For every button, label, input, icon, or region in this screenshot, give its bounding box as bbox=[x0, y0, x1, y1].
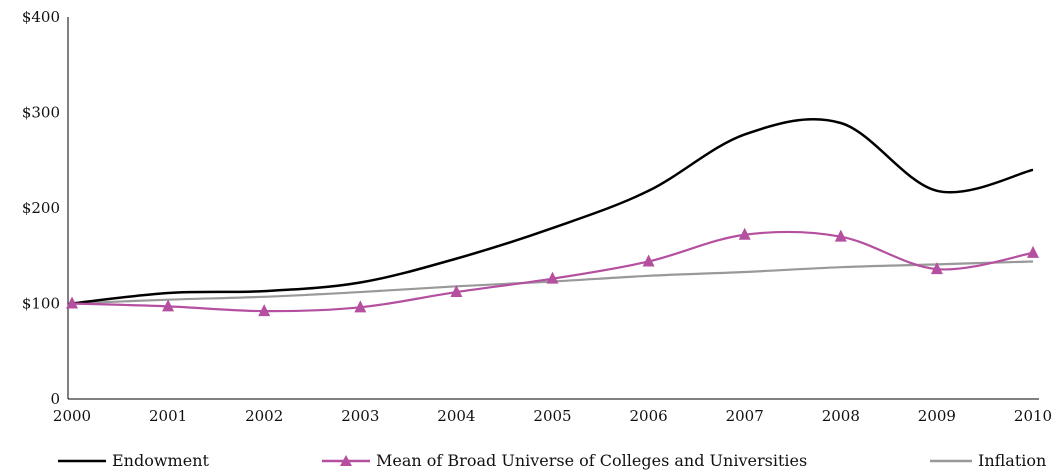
data-point-marker bbox=[162, 299, 175, 312]
x-tick-label: 2007 bbox=[726, 407, 764, 425]
x-tick-label: 2008 bbox=[822, 407, 860, 425]
data-point-marker bbox=[450, 285, 463, 298]
data-point-marker bbox=[738, 227, 751, 240]
y-tick-label: $100 bbox=[22, 295, 60, 313]
data-point-marker bbox=[354, 300, 367, 313]
series-layer bbox=[66, 117, 1039, 317]
axes bbox=[67, 17, 1039, 400]
legend-swatch-endowment bbox=[58, 459, 106, 462]
x-tick-label: 2010 bbox=[1014, 407, 1052, 425]
legend-label-inflation: Inflation bbox=[978, 451, 1047, 470]
y-tick-label: $400 bbox=[22, 8, 60, 26]
legend-item-endowment: Endowment bbox=[58, 450, 209, 471]
x-tick-label: 2000 bbox=[53, 407, 91, 425]
data-point-marker bbox=[258, 304, 271, 317]
x-tick-label: 2002 bbox=[245, 407, 283, 425]
y-tick-label: $200 bbox=[22, 199, 60, 217]
legend-item-mean: Mean of Broad Universe of Colleges and U… bbox=[322, 450, 807, 471]
x-tick-label: 2005 bbox=[533, 407, 571, 425]
legend-swatch-mean bbox=[322, 454, 370, 466]
data-point-marker bbox=[930, 262, 943, 275]
y-tick-label: 0 bbox=[50, 390, 60, 408]
legend-swatch-inflation bbox=[930, 459, 972, 462]
tick-labels: 0 $100 $200 $300 $400 2000 2001 2002 2003 2004 200… bbox=[22, 8, 1052, 425]
legend-label-endowment: Endowment bbox=[112, 451, 209, 470]
x-tick-label: 2004 bbox=[437, 407, 475, 425]
x-tick-label: 2006 bbox=[630, 407, 668, 425]
data-point-marker bbox=[66, 296, 78, 309]
data-point-marker bbox=[546, 271, 559, 284]
data-point-marker bbox=[1027, 245, 1039, 258]
line-chart: 0 $100 $200 $300 $400 2000 2001 2002 2003 2004 200… bbox=[22, 8, 1052, 425]
y-tick-label: $300 bbox=[22, 104, 60, 122]
legend-label-mean: Mean of Broad Universe of Colleges and U… bbox=[376, 451, 808, 470]
x-tick-label: 2009 bbox=[918, 407, 956, 425]
x-tick-label: 2003 bbox=[341, 407, 379, 425]
data-point-marker bbox=[642, 254, 655, 267]
series-line-endowment bbox=[71, 117, 1034, 305]
x-tick-label: 2001 bbox=[149, 407, 187, 425]
data-point-marker bbox=[834, 229, 847, 242]
legend-item-inflation: Inflation bbox=[930, 450, 1046, 471]
legend: Endowment Mean of Broad Universe of Coll… bbox=[0, 450, 1055, 471]
